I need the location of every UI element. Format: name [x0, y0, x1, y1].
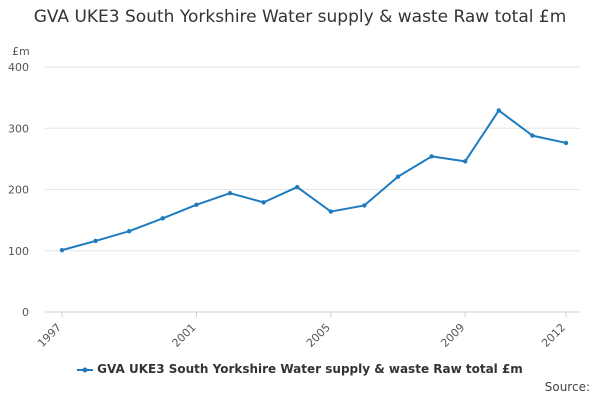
y-tick-label: 400 — [8, 61, 29, 74]
series-line — [61, 109, 567, 252]
data-point — [463, 159, 468, 164]
legend-line-marker-icon — [77, 367, 94, 372]
y-tick-label: 0 — [22, 306, 29, 319]
y-axis-unit-label: £m — [12, 45, 30, 58]
data-point — [93, 238, 98, 244]
data-point — [362, 203, 367, 208]
chart-title: GVA UKE3 South Yorkshire Water supply & … — [33, 7, 567, 27]
y-tick-label: 100 — [8, 245, 29, 258]
data-point — [295, 184, 300, 190]
y-tick-label: 200 — [8, 184, 29, 197]
data-point — [395, 174, 401, 179]
data-point — [261, 200, 266, 205]
legend-label: GVA UKE3 South Yorkshire Water supply & … — [97, 362, 523, 376]
data-point — [194, 202, 199, 208]
data-point — [530, 133, 535, 138]
x-tick-label: 2001 — [170, 321, 199, 350]
source-label: Source: — [544, 380, 590, 394]
data-point — [227, 190, 233, 196]
data-point — [496, 108, 501, 113]
data-point — [429, 154, 434, 159]
x-tick-label: 1997 — [35, 321, 64, 350]
gridlines — [45, 66, 580, 313]
data-point — [563, 140, 569, 146]
data-point — [127, 228, 132, 234]
y-axis-ticks: 0 100 200 300 400 — [8, 61, 29, 319]
legend[interactable]: GVA UKE3 South Yorkshire Water supply & … — [0, 362, 600, 376]
y-tick-label: 300 — [8, 122, 29, 135]
data-point — [328, 209, 333, 214]
x-tick-label: 2005 — [304, 321, 333, 350]
x-tick-label: 2012 — [539, 321, 568, 350]
x-tick-label: 2009 — [438, 321, 467, 350]
x-axis-ticks: 1997 2001 2005 2009 2012 — [35, 312, 568, 350]
series-group — [59, 108, 569, 253]
data-point — [59, 247, 65, 253]
data-point — [160, 216, 165, 221]
